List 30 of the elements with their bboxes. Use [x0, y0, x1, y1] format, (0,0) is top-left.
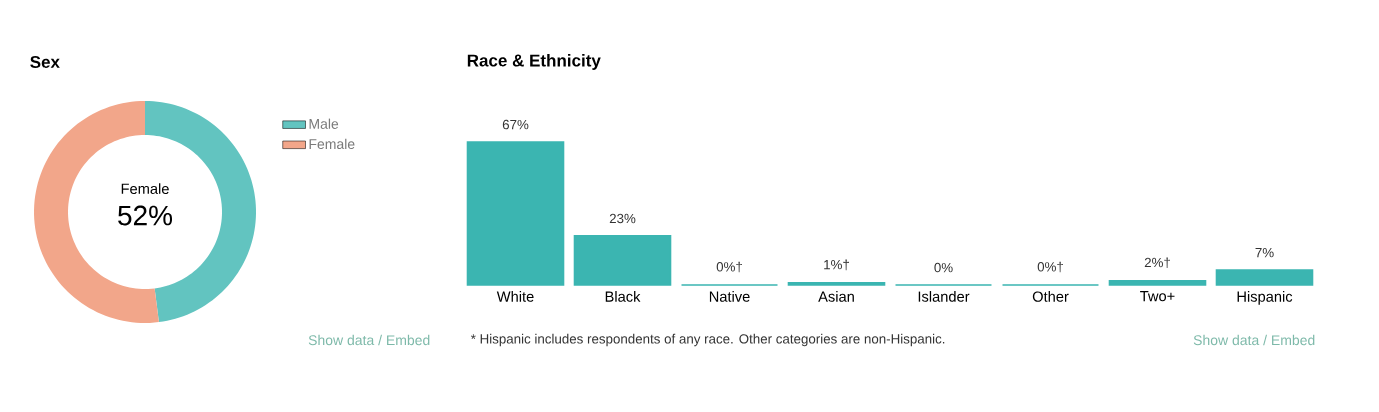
- x-tick-label: Asian: [818, 291, 854, 302]
- x-tick-label: Islander: [918, 291, 970, 302]
- bar: [1108, 279, 1207, 286]
- text: Show data / Embed: [308, 334, 430, 346]
- x-tick-label: Black: [605, 291, 641, 302]
- bar: [573, 235, 672, 286]
- data-label: 0%†: [1037, 261, 1063, 273]
- bar: [1215, 269, 1314, 286]
- data-label: 7%: [1255, 248, 1274, 258]
- data-label: 1%†: [824, 259, 849, 271]
- legend-label: Male: [309, 118, 339, 129]
- x-tick-label: White: [496, 291, 534, 302]
- x-tick-label: Native: [709, 291, 750, 302]
- legend-label: Female: [309, 138, 355, 150]
- data-label: 52%: [118, 205, 173, 226]
- chart-title: Race & Ethnicity: [467, 54, 601, 70]
- bar: [787, 282, 886, 286]
- bar: [466, 141, 565, 286]
- slice-label: Female: [121, 183, 169, 194]
- chart-title: Sex: [30, 55, 60, 69]
- data-label: 0%†: [716, 261, 742, 273]
- data-label: 67%: [502, 119, 529, 130]
- data-label: 23%: [609, 213, 636, 224]
- x-tick-label: Hispanic: [1237, 291, 1293, 305]
- text: * Hispanic includes respondents of any race. Other categories are non-Hispanic.: [470, 333, 945, 347]
- data-label: 0%: [934, 262, 953, 273]
- data-label: 2%†: [1144, 257, 1170, 269]
- text: Show data / Embed: [1193, 334, 1315, 346]
- x-tick-label: Other: [1032, 291, 1069, 302]
- x-tick-label: Two+: [1140, 291, 1175, 302]
